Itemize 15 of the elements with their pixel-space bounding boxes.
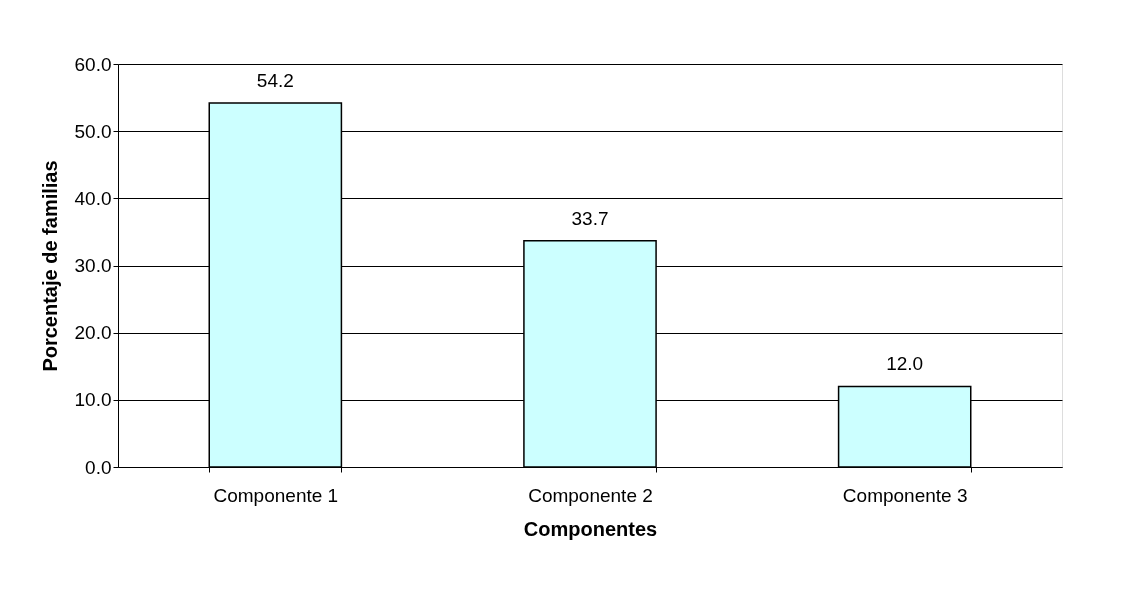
y-axis-title: Porcentaje de familias bbox=[38, 160, 61, 372]
data-label: 54.2 bbox=[256, 69, 294, 91]
x-tick-label: Componente 3 bbox=[842, 484, 968, 506]
x-axis-title: Componentes bbox=[523, 517, 658, 540]
data-label: 33.7 bbox=[571, 207, 609, 229]
y-tick-label: 0.0 bbox=[85, 456, 112, 478]
y-tick-label: 50.0 bbox=[74, 120, 112, 142]
x-tick-label: Componente 2 bbox=[528, 484, 653, 506]
x-tick-label: Componente 1 bbox=[213, 484, 339, 506]
y-tick-label: 20.0 bbox=[74, 322, 112, 344]
y-tick-label: 60.0 bbox=[74, 53, 112, 75]
data-label: 12.0 bbox=[886, 353, 924, 375]
y-tick-label: 30.0 bbox=[74, 255, 112, 276]
y-tick-label: 40.0 bbox=[74, 187, 112, 209]
y-tick-label: 10.0 bbox=[74, 389, 112, 411]
